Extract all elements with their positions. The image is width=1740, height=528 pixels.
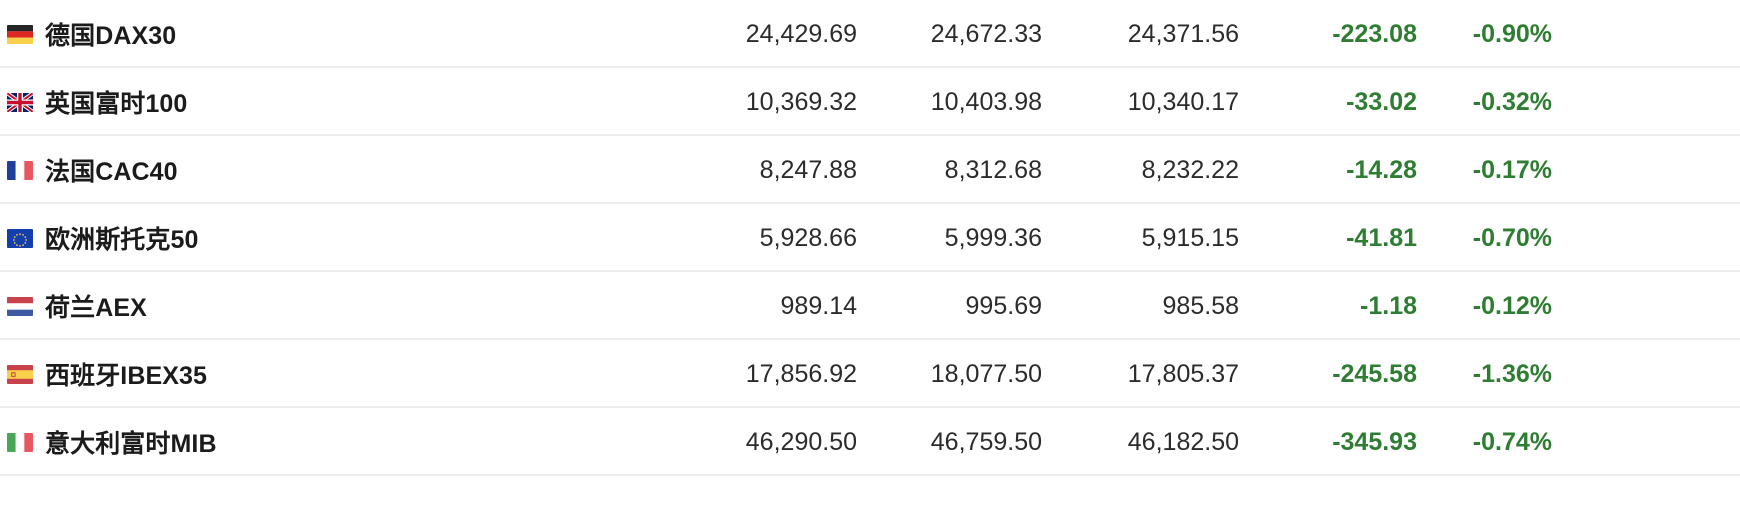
cell-change-percent: -1.36% <box>1472 359 1552 388</box>
cell-low: 46,182.50 <box>1127 427 1239 456</box>
cell-high: 46,759.50 <box>930 427 1042 456</box>
flag-united-kingdom-icon <box>7 92 33 112</box>
index-name-label: 荷兰AEX <box>45 294 147 322</box>
cell-high: 8,312.68 <box>944 155 1042 184</box>
index-name-label: 西班牙IBEX35 <box>45 362 208 390</box>
cell-low: 10,340.17 <box>1127 87 1239 116</box>
cell-change: -14.28 <box>1346 155 1417 184</box>
cell-change: -223.08 <box>1332 19 1417 48</box>
table-row[interactable]: 西班牙IBEX35 17,856.92 18,077.50 17,805.37 -245… <box>0 340 1740 408</box>
cell-index-name: 意大利富时MIB <box>7 424 667 460</box>
cell-high: 995.69 <box>965 291 1042 320</box>
cell-price: 46,290.50 <box>745 427 857 456</box>
cell-change: -345.93 <box>1332 427 1417 456</box>
table-row[interactable]: 荷兰AEX 989.14 995.69 985.58 -1.18 -0.12% <box>0 272 1740 340</box>
cell-low: 985.58 <box>1162 291 1239 320</box>
cell-high: 5,999.36 <box>944 223 1042 252</box>
cell-price: 24,429.69 <box>745 19 857 48</box>
cell-price: 8,247.88 <box>759 155 857 184</box>
cell-index-name: 欧洲斯托克50 <box>7 220 667 256</box>
flag-netherlands-icon <box>7 296 33 316</box>
cell-low: 8,232.22 <box>1141 155 1239 184</box>
cell-change: -33.02 <box>1346 87 1417 116</box>
cell-low: 17,805.37 <box>1127 359 1239 388</box>
flag-spain-icon <box>7 364 33 384</box>
flag-italy-icon <box>7 432 33 452</box>
index-name-label: 欧洲斯托克50 <box>45 226 199 254</box>
cell-index-name: 德国DAX30 <box>7 16 667 52</box>
cell-index-name: 西班牙IBEX35 <box>7 356 667 392</box>
cell-change-percent: -0.70% <box>1472 223 1552 252</box>
cell-index-name: 法国CAC40 <box>7 152 667 188</box>
cell-index-name: 荷兰AEX <box>7 288 667 324</box>
cell-low: 24,371.56 <box>1127 19 1239 48</box>
cell-change-percent: -0.17% <box>1472 155 1552 184</box>
index-name-label: 英国富时100 <box>45 90 188 118</box>
table-row[interactable]: 英国富时100 10,369.32 10,403.98 10,340.17 -33.02… <box>0 68 1740 136</box>
cell-change-percent: -0.90% <box>1472 19 1552 48</box>
cell-high: 10,403.98 <box>930 87 1042 116</box>
cell-high: 18,077.50 <box>930 359 1042 388</box>
index-name-label: 德国DAX30 <box>45 22 177 50</box>
table-row[interactable]: 法国CAC40 8,247.88 8,312.68 8,232.22 -14.28 -0.… <box>0 136 1740 204</box>
cell-change-percent: -0.12% <box>1472 291 1552 320</box>
table-row[interactable]: 欧洲斯托克50 5,928.66 5,999.36 5,915.15 -41.81 -0.… <box>0 204 1740 272</box>
flag-european-union-icon <box>7 228 33 248</box>
cell-high: 24,672.33 <box>930 19 1042 48</box>
cell-price: 17,856.92 <box>745 359 857 388</box>
flag-germany-icon <box>7 24 33 44</box>
cell-change: -1.18 <box>1360 291 1417 320</box>
cell-change-percent: -0.74% <box>1472 427 1552 456</box>
cell-price: 10,369.32 <box>745 87 857 116</box>
cell-change: -245.58 <box>1332 359 1417 388</box>
cell-low: 5,915.15 <box>1141 223 1239 252</box>
cell-price: 5,928.66 <box>759 223 857 252</box>
index-name-label: 法国CAC40 <box>45 158 178 186</box>
cell-change: -41.81 <box>1346 223 1417 252</box>
cell-index-name: 英国富时100 <box>7 84 667 120</box>
index-name-label: 意大利富时MIB <box>45 430 217 458</box>
table-row[interactable]: 德国DAX30 24,429.69 24,672.33 24,371.56 -223.0… <box>0 0 1740 68</box>
table-row[interactable]: 意大利富时MIB 46,290.50 46,759.50 46,182.50 -345.… <box>0 408 1740 476</box>
flag-france-icon <box>7 160 33 180</box>
cell-change-percent: -0.32% <box>1472 87 1552 116</box>
cell-price: 989.14 <box>780 291 857 320</box>
